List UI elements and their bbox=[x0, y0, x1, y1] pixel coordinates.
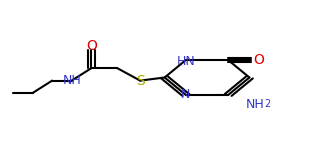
Text: NH: NH bbox=[62, 74, 81, 87]
Text: O: O bbox=[254, 53, 265, 67]
Text: N: N bbox=[181, 89, 190, 102]
Text: NH: NH bbox=[246, 98, 265, 111]
Text: S: S bbox=[136, 74, 144, 88]
Text: 2: 2 bbox=[264, 99, 270, 109]
Text: O: O bbox=[86, 40, 97, 53]
Text: HN: HN bbox=[176, 55, 195, 68]
